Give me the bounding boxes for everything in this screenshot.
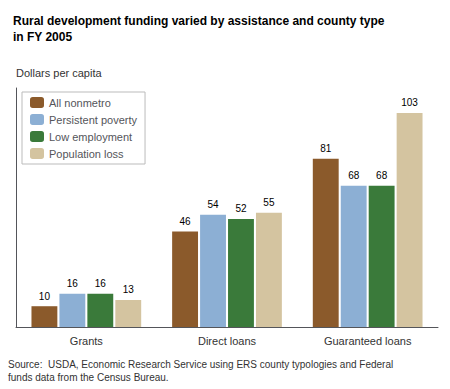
- svg-text:55: 55: [263, 197, 275, 208]
- svg-text:10: 10: [39, 291, 51, 302]
- svg-text:68: 68: [348, 170, 360, 181]
- svg-text:103: 103: [401, 97, 418, 108]
- svg-text:68: 68: [376, 170, 388, 181]
- svg-text:81: 81: [320, 143, 332, 154]
- svg-text:52: 52: [235, 203, 247, 214]
- svg-text:46: 46: [180, 216, 192, 227]
- svg-text:Persistent poverty: Persistent poverty: [49, 114, 138, 126]
- svg-text:Guaranteed loans: Guaranteed loans: [324, 335, 412, 347]
- svg-text:Direct loans: Direct loans: [198, 335, 257, 347]
- svg-text:Grants: Grants: [70, 335, 104, 347]
- svg-text:Dollars per capita: Dollars per capita: [16, 67, 102, 79]
- svg-text:54: 54: [207, 199, 219, 210]
- svg-text:All nonmetro: All nonmetro: [49, 97, 111, 109]
- svg-text:funds data from the Census Bur: funds data from the Census Bureau.: [8, 372, 169, 383]
- svg-text:Source: USDA, Economic Resear: Source: USDA, Economic Research Service …: [8, 359, 393, 370]
- svg-text:in FY 2005: in FY 2005: [13, 30, 72, 44]
- svg-text:13: 13: [123, 284, 135, 295]
- svg-text:Low employment: Low employment: [49, 131, 132, 143]
- svg-text:Rural development funding vari: Rural development funding varied by assi…: [13, 14, 385, 28]
- svg-text:16: 16: [95, 278, 107, 289]
- svg-text:Population loss: Population loss: [49, 148, 124, 160]
- svg-text:16: 16: [67, 278, 79, 289]
